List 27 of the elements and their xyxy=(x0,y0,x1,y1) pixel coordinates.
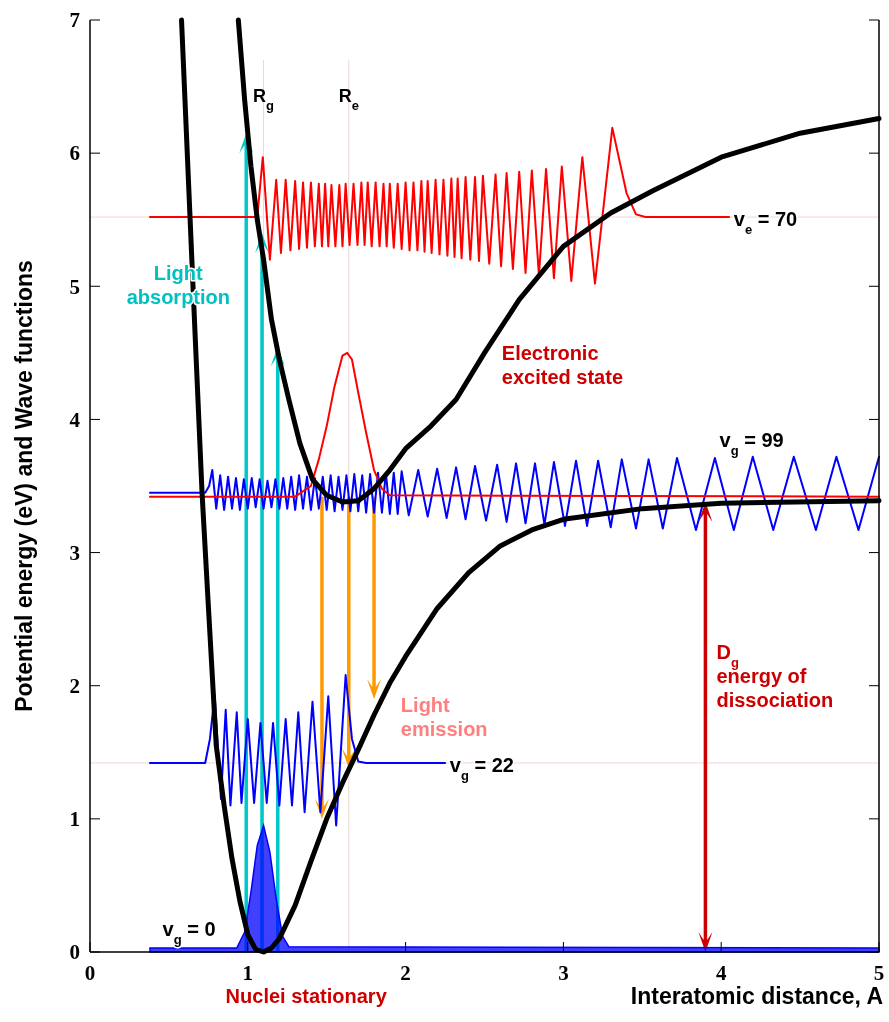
y-tick-label: 7 xyxy=(69,8,80,33)
ref-line-label: R$_{e}$ xyxy=(338,86,359,113)
y-tick-label: 1 xyxy=(69,807,80,832)
x-tick-label: 4 xyxy=(715,961,727,985)
y-tick-label: 3 xyxy=(69,540,80,565)
y-tick-label: 4 xyxy=(69,407,81,432)
annotation: v$_{g}$ = 0 xyxy=(162,918,216,947)
annotation: v$_{g}$ = 22 xyxy=(449,754,514,783)
x-tick-label: 2 xyxy=(400,961,411,985)
annotation: v$_{e}$ = 70 xyxy=(733,208,798,237)
annotation: v$_{g}$ = 99 xyxy=(719,429,784,458)
y-tick-label: 0 xyxy=(69,940,80,965)
x-axis-title: Interatomic distance, A xyxy=(630,983,883,1009)
x-tick-label: 1 xyxy=(242,961,254,985)
annotation: Light emission xyxy=(400,694,488,741)
x-tick-label: 3 xyxy=(558,961,569,985)
x-tick-label: 5 xyxy=(873,961,885,985)
ref-line-label: R$_{g}$ xyxy=(253,86,275,113)
y-tick-label: 5 xyxy=(69,274,80,299)
y-axis-title: Potential energy (eV) and Wave functions xyxy=(11,260,37,712)
x-tick-label: 0 xyxy=(84,961,96,985)
line-series xyxy=(148,126,731,285)
annotation: D$_{g}$ energy of dissociation xyxy=(716,641,834,712)
annotation: Electronic excited state xyxy=(501,341,624,388)
y-tick-label: 2 xyxy=(69,674,80,699)
text: Nuclei stationary xyxy=(225,984,388,1007)
y-tick-label: 6 xyxy=(69,141,80,166)
